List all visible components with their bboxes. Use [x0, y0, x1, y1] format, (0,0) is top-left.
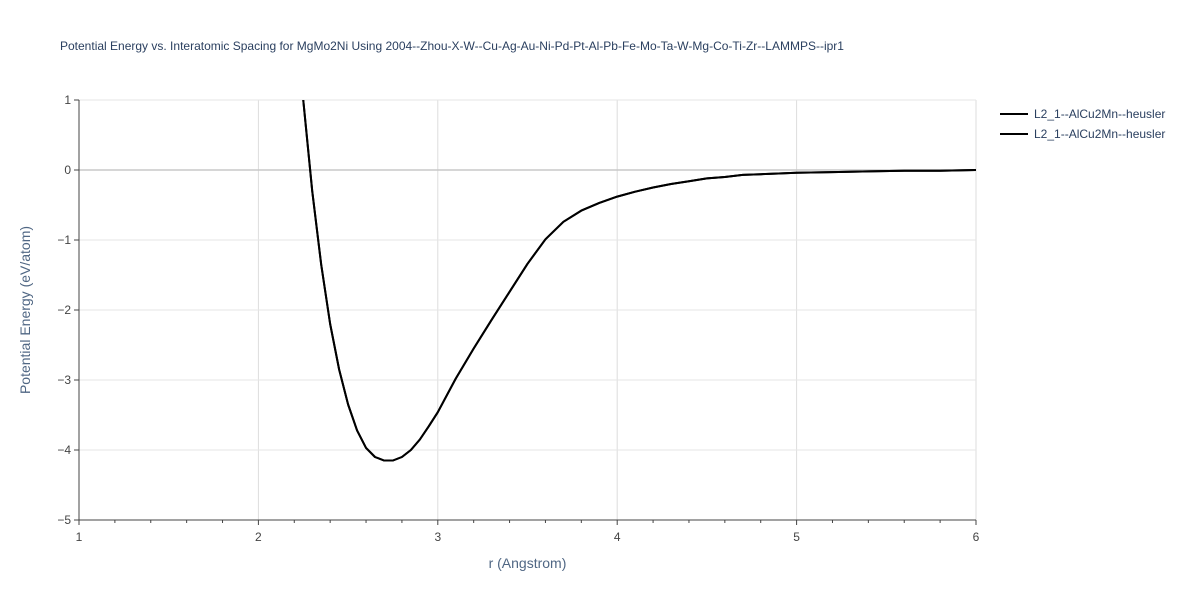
x-tick-label: 4: [614, 530, 621, 544]
grid: [79, 99, 977, 520]
y-axis-title: Potential Energy (eV/atom): [17, 226, 33, 394]
series-line-1: [302, 100, 976, 462]
series-line-2: [302, 100, 976, 462]
series-lines: [302, 100, 976, 462]
y-tick-label: 0: [64, 163, 71, 177]
legend-label-1: L2_1--AlCu2Mn--heusler: [1034, 107, 1165, 121]
x-tick-label: 5: [793, 530, 800, 544]
y-tick-label: −3: [57, 373, 71, 387]
y-tick-label: −4: [57, 443, 71, 457]
y-tick-label: −2: [57, 303, 71, 317]
axes: 1 2 3 4 5 6 1 0 −1 −2 −3 −4 −5: [57, 93, 979, 544]
y-tick-label: −1: [57, 233, 71, 247]
y-tick-label: −5: [57, 513, 71, 527]
chart-title: Potential Energy vs. Interatomic Spacing…: [60, 39, 844, 53]
x-tick-label: 3: [434, 530, 441, 544]
x-tick-label: 1: [76, 530, 83, 544]
x-tick-label: 6: [973, 530, 980, 544]
legend-label-2: L2_1--AlCu2Mn--heusler: [1034, 127, 1165, 141]
x-axis-title: r (Angstrom): [489, 555, 567, 571]
x-tick-label: 2: [255, 530, 262, 544]
y-tick-label: 1: [64, 93, 71, 107]
legend[interactable]: L2_1--AlCu2Mn--heusler L2_1--AlCu2Mn--heu…: [1000, 107, 1165, 141]
